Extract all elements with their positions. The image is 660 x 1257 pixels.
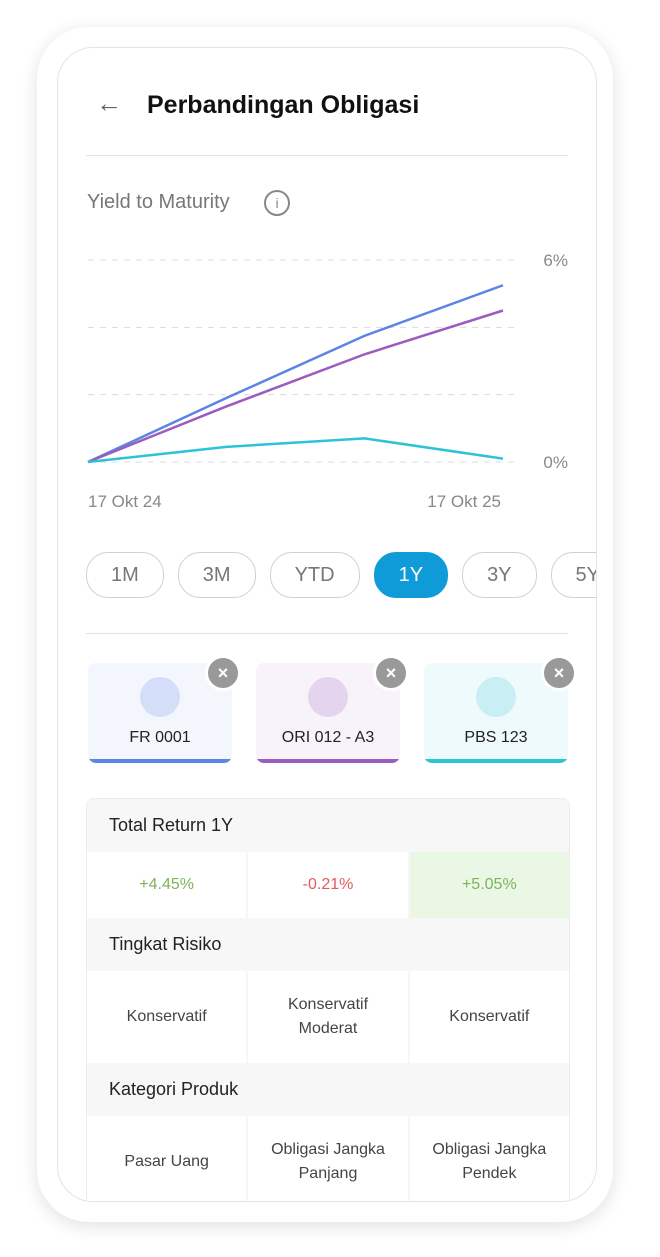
chart-title: Yield to Maturity — [87, 191, 230, 213]
bond-name: ORI 012 - A3 — [281, 729, 375, 746]
table-cell: +4.45% — [87, 852, 247, 918]
table-row: +4.45% -0.21% +5.05% — [87, 852, 569, 918]
x-tick-label: 17 Okt 24 — [88, 492, 162, 511]
bond-name: PBS 123 — [464, 729, 528, 746]
section-title: Tingkat Risiko — [87, 918, 569, 971]
section-title: Kategori Produk — [87, 1063, 569, 1116]
y-tick-label: 6% — [543, 251, 568, 270]
bond-icon — [476, 677, 516, 717]
table-cell: Pasar Uang — [87, 1116, 247, 1201]
bond-icon — [140, 677, 180, 717]
table-cell: Obligasi Jangka Panjang — [248, 1116, 408, 1201]
bond-color-bar — [424, 759, 568, 763]
series-line — [87, 309, 504, 464]
table-cell: +5.05% — [409, 852, 569, 918]
table-row: Pasar Uang Obligasi Jangka Panjang Obligas… — [87, 1116, 569, 1201]
section-title: Total Return 1Y — [87, 799, 569, 852]
remove-button[interactable]: × — [541, 655, 577, 691]
x-tick-label: 17 Okt 25 — [427, 492, 501, 511]
period-selector: 1M 3M YTD 1Y 3Y 5Y — [86, 552, 596, 598]
comparison-table: Total Return 1Y +4.45% -0.21% +5.05% Tingkat… — [86, 798, 570, 1201]
remove-button[interactable]: × — [373, 655, 409, 691]
table-cell: Konservatif Moderat — [248, 971, 408, 1063]
period-chip[interactable]: 3M — [177, 552, 256, 598]
table-cell: -0.21% — [248, 852, 408, 918]
chart: 6% 0% 17 Okt 24 17 Okt 25 — [87, 251, 568, 511]
series-line — [87, 284, 504, 464]
bond-icon — [308, 677, 348, 717]
y-tick-label: 0% — [543, 453, 568, 472]
period-chip[interactable]: 5Y — [550, 552, 596, 598]
period-chip[interactable]: 1M — [86, 552, 164, 598]
divider — [86, 155, 568, 156]
period-chip[interactable]: 3Y — [462, 552, 537, 598]
back-button[interactable]: ← — [96, 88, 122, 118]
bond-color-bar — [256, 759, 400, 763]
table-row: Konservatif Konservatif Moderat Konservati… — [87, 971, 569, 1063]
table-cell: Konservatif — [409, 971, 569, 1063]
bond-name: FR 0001 — [129, 729, 191, 746]
period-chip[interactable]: 1Y — [373, 552, 449, 598]
remove-button[interactable]: × — [205, 655, 241, 691]
table-cell: Obligasi Jangka Pendek — [409, 1116, 569, 1201]
screen: ← Perbandingan Obligasi Yield to Maturit… — [57, 47, 597, 1202]
divider — [86, 633, 568, 634]
info-icon[interactable]: i — [264, 190, 290, 216]
page-title: Perbandingan Obligasi — [147, 91, 420, 119]
bond-color-bar — [88, 759, 232, 763]
period-chip[interactable]: YTD — [269, 552, 360, 598]
table-cell: Konservatif — [87, 971, 247, 1063]
series-line — [87, 437, 504, 464]
